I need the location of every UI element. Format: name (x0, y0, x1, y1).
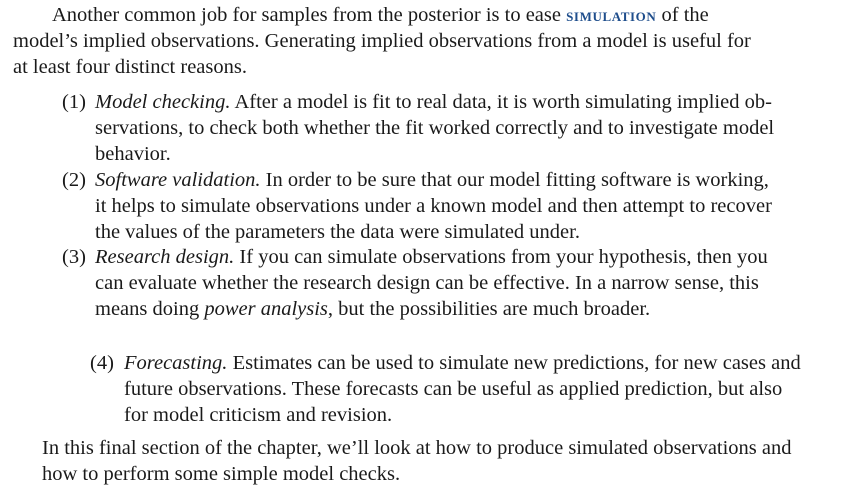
list-item-text: After a model is fit to real data, it is… (230, 91, 772, 113)
list-item-line: it helps to simulate observations under … (95, 195, 772, 217)
list-item-line: can evaluate whether the research design… (95, 272, 759, 294)
list-item-title: Forecasting. (124, 352, 228, 374)
list-item-line: the values of the parameters the data we… (95, 221, 580, 243)
list-item-line: future observations. These forecasts can… (124, 378, 783, 400)
list-item-text: , but the possibilities are much broader… (327, 298, 651, 320)
power-analysis-term: power analysis (204, 298, 328, 320)
intro-line-3: at least four distinct reasons. (13, 56, 247, 78)
list-item-line: Forecasting. Estimates can be used to si… (124, 350, 801, 376)
intro-line-2: model’s implied observations. Generating… (13, 30, 751, 52)
closing-line-1: In this final section of the chapter, we… (42, 437, 792, 459)
list-item-number: (1) (62, 91, 86, 113)
list-item-line: Research design. If you can simulate obs… (95, 244, 768, 270)
simulation-term: simulation (566, 5, 657, 26)
list-item-number: (3) (62, 246, 86, 268)
list-item-line: Model checking. After a model is fit to … (95, 89, 772, 115)
list-item-title: Software validation. (95, 169, 261, 191)
list-item-text: means doing (95, 298, 205, 320)
closing-line-2: how to perform some simple model checks. (42, 463, 401, 485)
list-item-title: Research design. (95, 246, 235, 268)
list-item-title: Model checking. (95, 91, 231, 113)
intro-line-1: Another common job for samples from the … (52, 2, 709, 29)
list-item-text: In order to be sure that our model fitti… (260, 169, 769, 191)
list-item-text: If you can simulate observations from yo… (234, 246, 768, 268)
list-item-line: servations, to check both whether the fi… (95, 117, 775, 139)
intro-tail-text: of the (656, 4, 709, 26)
list-item-line: Software validation. In order to be sure… (95, 167, 769, 193)
list-item-text: Estimates can be used to simulate new pr… (227, 352, 801, 374)
list-item-number: (2) (62, 169, 86, 191)
intro-lead-text: Another common job for samples from the … (52, 4, 567, 26)
list-item-line: for model criticism and revision. (124, 404, 393, 426)
list-item-line: means doing power analysis, but the poss… (95, 296, 650, 322)
list-item-line: behavior. (95, 143, 171, 165)
list-item-number: (4) (90, 352, 114, 374)
